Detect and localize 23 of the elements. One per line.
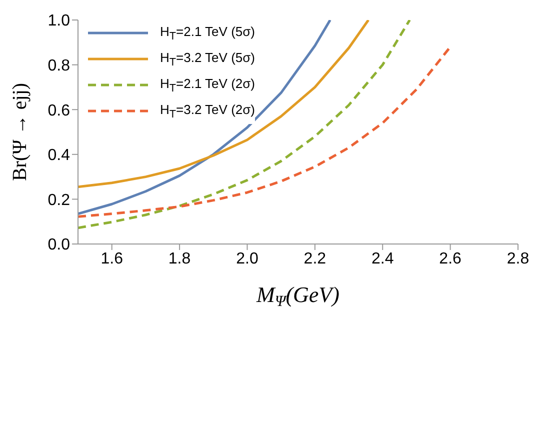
x-axis-title: M$_{Ψ}$(GeV) [256, 282, 340, 310]
legend-label: H$_{T}$=2.1 TeV (5σ) [160, 24, 255, 42]
legend-label: H$_{T}$=2.1 TeV (2σ) [160, 76, 255, 94]
line-series [78, 20, 411, 230]
y-tick-label: 1.0 [48, 12, 70, 30]
x-tick-label: 2.4 [371, 250, 394, 268]
y-tick-label: 0.8 [48, 57, 70, 74]
legend-label: H$_{T}$=3.2 TeV (2σ) [160, 102, 255, 120]
line-series [78, 46, 452, 218]
line-series [78, 20, 370, 188]
line-series [78, 20, 332, 216]
x-tick-label: 1.6 [100, 250, 124, 268]
x-tick-label: 2.8 [506, 250, 530, 268]
y-axis-title: Br(Ψ → ejj) [9, 82, 31, 182]
x-tick-label: 2.6 [439, 250, 462, 268]
x-tick-label: 1.8 [168, 250, 191, 268]
y-tick-label: 0.0 [48, 236, 70, 254]
x-tick-label: 2.2 [304, 250, 326, 268]
x-tick-label: 2.0 [236, 250, 258, 268]
y-tick-label: 0.2 [48, 192, 70, 209]
legend-label: H$_{T}$=3.2 TeV (5σ) [160, 50, 255, 68]
y-tick-label: 0.4 [48, 147, 70, 164]
y-tick-label: 0.6 [48, 102, 70, 120]
